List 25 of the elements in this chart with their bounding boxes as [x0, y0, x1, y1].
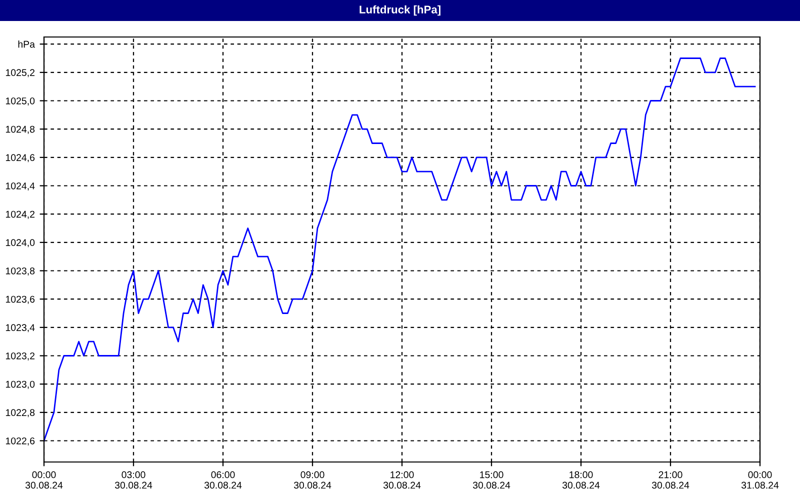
y-tick-label: 1023,4 — [6, 324, 35, 332]
y-tick-label: 1024,6 — [6, 154, 35, 162]
chart-title: Luftdruck [hPa] — [360, 5, 440, 16]
y-tick-label: 1024,4 — [6, 182, 35, 191]
x-tick-label: 15:00 30.08.24 — [472, 471, 510, 489]
y-tick-label: 1022,6 — [6, 437, 35, 446]
y-tick-label: 1023,0 — [6, 380, 35, 389]
y-tick-label: 1025,0 — [6, 97, 35, 106]
x-tick-label: 00:00 30.08.24 — [25, 471, 63, 489]
y-tick-label: 1024,0 — [6, 239, 35, 248]
x-tick-label: 18:00 30.08.24 — [562, 471, 600, 489]
x-tick-label: 12:00 30.08.24 — [383, 471, 421, 489]
y-tick-label: 1023,8 — [6, 267, 35, 276]
x-tick-label: 21:00 30.08.24 — [652, 471, 690, 489]
y-tick-label: 1023,2 — [6, 352, 34, 361]
y-tick-label: 1024,2 — [6, 210, 34, 219]
x-tick-label: 00:00 31.08.24 — [741, 471, 779, 489]
y-tick-label: 1025,2 — [6, 69, 34, 78]
y-tick-label: hPa — [18, 40, 35, 48]
y-tick-label: 1023,6 — [6, 296, 35, 304]
y-tick-label: 1024,8 — [6, 126, 35, 134]
x-tick-label: 06:00 30.08.24 — [204, 471, 242, 489]
x-tick-label: 03:00 30.08.24 — [114, 471, 152, 489]
y-tick-label: 1022,8 — [6, 409, 35, 418]
x-tick-label: 09:00 30.08.24 — [294, 471, 332, 489]
